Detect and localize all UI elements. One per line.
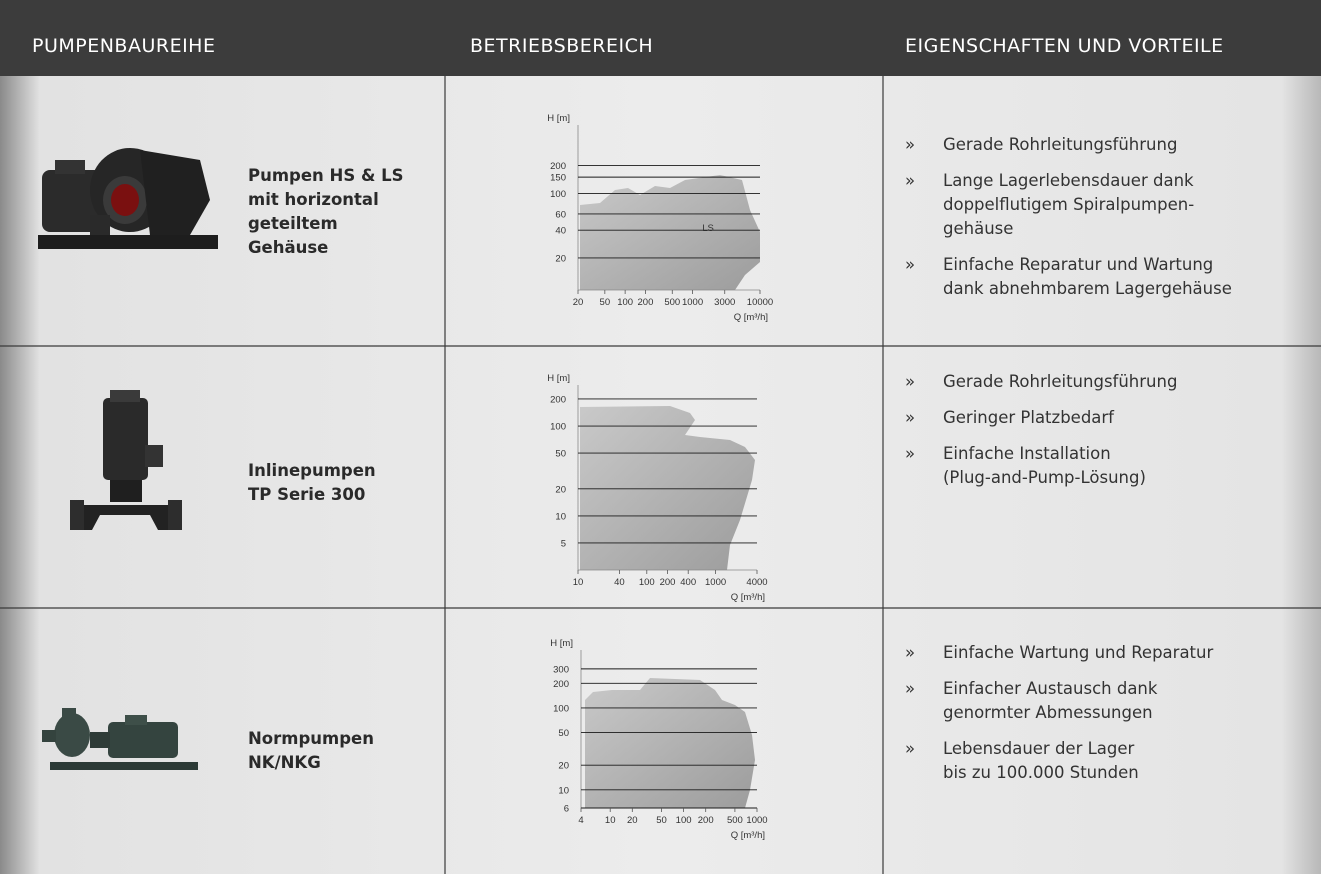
x-tick-label: 4000 (746, 577, 767, 588)
x-tick-label: 10 (573, 577, 584, 588)
bullet: » (905, 408, 915, 427)
y-axis-label: H [m] (547, 373, 570, 384)
pump-name: geteiltem (248, 214, 338, 233)
x-tick-label: 400 (680, 577, 696, 588)
x-tick-label: 100 (676, 815, 692, 826)
y-tick-label: 200 (550, 161, 566, 172)
bullet: » (905, 372, 915, 391)
y-tick-label: 60 (555, 209, 566, 220)
x-tick-label: 20 (573, 297, 584, 308)
y-tick-label: 10 (558, 785, 569, 796)
bullet: » (905, 643, 915, 662)
x-tick-label: 20 (627, 815, 638, 826)
x-tick-label: 10000 (747, 297, 773, 308)
y-tick-label: 20 (555, 253, 566, 264)
y-tick-label: 50 (555, 449, 566, 460)
pump-name: TP Serie 300 (248, 485, 365, 504)
column-header: BETRIEBSBEREICH (470, 35, 653, 57)
page: PUMPENBAUREIHE BETRIEBSBEREICH EIGENSCHA… (0, 0, 1321, 874)
y-tick-label: 100 (550, 422, 566, 433)
x-tick-label: 40 (614, 577, 625, 588)
y-axis-label: H [m] (550, 638, 573, 649)
x-tick-label: 100 (617, 297, 633, 308)
feature-text: Einfache Wartung und Reparatur (943, 643, 1213, 662)
feature-text: Lange Lagerlebensdauer dank (943, 171, 1194, 190)
feature-text: Einfacher Austausch dank (943, 679, 1158, 698)
x-tick-label: 10 (605, 815, 616, 826)
y-tick-label: 150 (550, 173, 566, 184)
x-tick-label: 50 (656, 815, 667, 826)
x-tick-label: 500 (664, 297, 680, 308)
y-tick-label: 20 (555, 484, 566, 495)
y-tick-label: 6 (564, 804, 569, 815)
y-tick-label: 300 (553, 664, 569, 675)
y-tick-label: 10 (555, 511, 566, 522)
x-axis-label: Q [m³/h] (731, 830, 765, 841)
pump-name: Normpumpen (248, 729, 374, 748)
x-tick-label: 1000 (682, 297, 703, 308)
bullet: » (905, 444, 915, 463)
y-axis-label: H [m] (547, 113, 570, 124)
y-tick-label: 100 (550, 189, 566, 200)
x-tick-label: 4 (578, 815, 583, 826)
bullet: » (905, 679, 915, 698)
x-tick-label: 200 (660, 577, 676, 588)
area-label: LS (702, 223, 714, 234)
feature-text: Einfache Reparatur und Wartung (943, 255, 1213, 274)
x-tick-label: 1000 (746, 815, 767, 826)
feature-text: doppelflutigem Spiralpumpen- (943, 195, 1194, 214)
y-tick-label: 200 (553, 679, 569, 690)
pump-name: mit horizontal (248, 190, 379, 209)
x-tick-label: 50 (600, 297, 611, 308)
pump-name: Pumpen HS & LS (248, 166, 404, 185)
feature-text: Geringer Platzbedarf (943, 408, 1115, 427)
y-tick-label: 40 (555, 226, 566, 237)
y-tick-label: 50 (558, 728, 569, 739)
x-tick-label: 3000 (714, 297, 735, 308)
feature-text: Gerade Rohrleitungsführung (943, 135, 1177, 154)
feature-text: dank abnehmbarem Lagergehäuse (943, 279, 1232, 298)
y-tick-label: 200 (550, 394, 566, 405)
column-header: EIGENSCHAFTEN UND VORTEILE (905, 35, 1224, 57)
pump-name: Gehäuse (248, 238, 328, 257)
pump-name: Inlinepumpen (248, 461, 376, 480)
bullet: » (905, 739, 915, 758)
feature-text: Lebensdauer der Lager (943, 739, 1135, 758)
column-header: PUMPENBAUREIHE (32, 35, 215, 57)
y-tick-label: 100 (553, 703, 569, 714)
y-tick-label: 5 (561, 538, 566, 549)
bullet: » (905, 171, 915, 190)
feature-text: (Plug-and-Pump-Lösung) (943, 468, 1146, 487)
feature-text: genormter Abmessungen (943, 703, 1153, 722)
pump-name: NK/NKG (248, 753, 321, 772)
x-tick-label: 200 (698, 815, 714, 826)
bullet: » (905, 255, 915, 274)
x-tick-label: 500 (727, 815, 743, 826)
x-axis-label: Q [m³/h] (734, 312, 768, 323)
x-tick-label: 1000 (705, 577, 726, 588)
x-tick-label: 200 (638, 297, 654, 308)
feature-text: bis zu 100.000 Stunden (943, 763, 1139, 782)
x-tick-label: 100 (639, 577, 655, 588)
feature-text: Einfache Installation (943, 444, 1111, 463)
feature-text: gehäuse (943, 219, 1013, 238)
bullet: » (905, 135, 915, 154)
x-axis-label: Q [m³/h] (731, 592, 765, 603)
feature-text: Gerade Rohrleitungsführung (943, 372, 1177, 391)
y-tick-label: 20 (558, 761, 569, 772)
